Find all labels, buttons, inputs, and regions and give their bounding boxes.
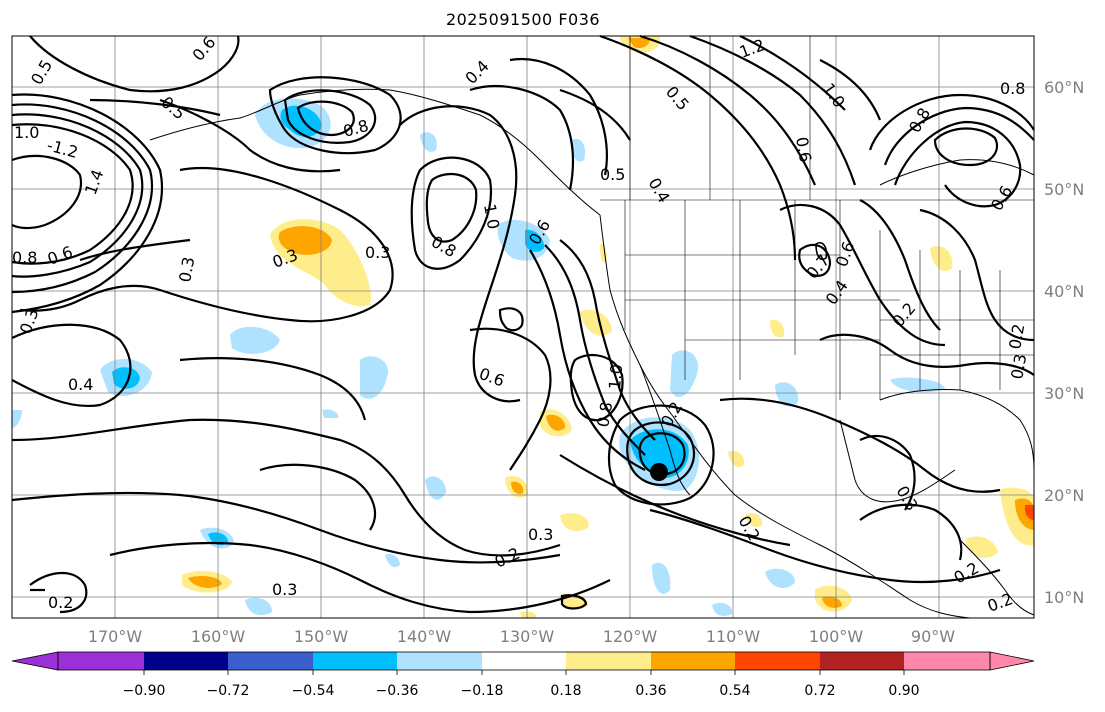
shade-lb18 (728, 450, 745, 468)
shade-lb17 (385, 554, 400, 568)
contour-label: 1.0 (14, 123, 39, 142)
contour-label: 0.2 (48, 593, 73, 612)
lon-tick-label: 120°W (603, 627, 658, 646)
colorbar-tick-label: 0.54 (719, 683, 750, 699)
colorbar-segment (228, 652, 313, 670)
colorbar-segment (313, 652, 397, 670)
colorbar-segment (397, 652, 482, 670)
contour-label: 0.5 (600, 165, 625, 184)
contour-label: 1.0 (605, 363, 626, 390)
colorbar-segment (482, 652, 566, 670)
shade-lb7 (670, 350, 699, 398)
colorbar-frame (57, 651, 991, 671)
colorbar-segment (820, 652, 904, 670)
contour-label: 0.3 (528, 525, 553, 544)
contour-label: 0.8 (593, 400, 616, 428)
colorbar-tick-label: 0.90 (888, 683, 919, 699)
shade-o1 (546, 414, 566, 431)
shade-lb16 (12, 410, 22, 428)
shade-lb14 (775, 382, 799, 407)
shade-lb1 (230, 326, 280, 354)
colorbar-segment (566, 652, 651, 670)
contour-label: 0.3 (365, 243, 390, 262)
shade-y2 (580, 309, 612, 336)
lat-tick-label: 60°N (1044, 78, 1084, 97)
colorbar-tick-label: 0.72 (804, 683, 835, 699)
lon-tick-label: 110°W (706, 627, 761, 646)
lat-tick-label: 40°N (1044, 282, 1084, 301)
shade-b4 (525, 229, 545, 252)
colorbar-segment (904, 652, 990, 670)
contour-label: 0.2 (1005, 322, 1028, 350)
contour-label: 0.3 (272, 580, 297, 599)
colorbar-tick-label: 0.36 (635, 683, 666, 699)
lon-tick-label: 170°W (88, 627, 143, 646)
shade-y4 (560, 513, 589, 532)
map-panel: 0.5 0.6 0.5 1.0 -1.2 1.4 0.8 0.6 0.3 0.3… (11, 33, 1035, 619)
contour-label: 0.8 (12, 248, 37, 267)
shade-o9 (628, 38, 650, 48)
shade-o12 (1024, 505, 1034, 520)
shade-lb10 (245, 597, 272, 616)
map-frame (11, 35, 1035, 619)
shade-lb15 (890, 377, 945, 393)
colorbar-ticks (143, 670, 905, 675)
contour-label: 0.8 (1000, 79, 1025, 98)
colorbar-tick-label: −0.36 (376, 683, 419, 699)
shade-lb12 (765, 568, 795, 588)
shade-lb13 (712, 602, 733, 616)
lat-tick-label: 30°N (1044, 384, 1084, 403)
contour-label: 0.6 (792, 135, 815, 163)
lon-tick-label: 90°W (911, 627, 955, 646)
contour-label: 0.4 (68, 375, 93, 394)
shade-lb6 (571, 138, 586, 162)
shade-o6 (822, 596, 842, 608)
colorbar-tick-label: −0.90 (123, 683, 166, 699)
lon-tick-label: 150°W (294, 627, 349, 646)
latitude-axis: 60°N 50°N 40°N 30°N 20°N 10°N (1044, 78, 1084, 607)
shade-pacific-orange (278, 226, 332, 255)
lat-tick-label: 50°N (1044, 180, 1084, 199)
longitude-axis: 170°W 160°W 150°W 140°W 130°W 120°W 110°… (88, 627, 955, 646)
shade-y7 (930, 246, 953, 271)
lon-tick-label: 160°W (191, 627, 246, 646)
lon-tick-label: 140°W (397, 627, 452, 646)
shade-o3 (511, 481, 524, 494)
colorbar-max-extend (989, 651, 1035, 671)
colorbar-segment (144, 652, 228, 670)
contour-label: 1.0 (480, 202, 503, 230)
colorbar-segment (735, 652, 820, 670)
storm-center-marker (650, 463, 668, 481)
colorbar-tick-label: −0.18 (461, 683, 504, 699)
colorbar-tick-label: 0.18 (550, 683, 581, 699)
shade-y10 (965, 536, 998, 558)
shade-b2 (112, 367, 140, 389)
map-title: 2025091500 F036 (445, 10, 601, 29)
colorbar-tick-label: −0.54 (292, 683, 335, 699)
colorbar-segment (58, 652, 144, 670)
colorbar-tick-label: −0.72 (207, 683, 250, 699)
contour-label: 0.3 (1007, 352, 1030, 380)
lon-tick-label: 100°W (809, 627, 864, 646)
colorbar: −0.90 −0.72 −0.54 −0.36 −0.18 0.18 0.36 … (11, 651, 1035, 699)
shade-lb3 (360, 356, 388, 399)
shade-lb8 (425, 476, 446, 500)
shade-y8 (770, 319, 785, 338)
shade-y13 (745, 513, 763, 528)
lat-tick-label: 20°N (1044, 486, 1084, 505)
colorbar-segment (651, 652, 735, 670)
shade-o5 (188, 576, 222, 588)
shade-y15 (520, 611, 537, 618)
shade-lb19 (322, 409, 339, 418)
lon-tick-label: 130°W (500, 627, 555, 646)
contour-label: 0.3 (175, 255, 198, 283)
contour-lines (11, 34, 1035, 614)
shade-lb11 (652, 562, 671, 594)
lat-tick-label: 10°N (1044, 588, 1084, 607)
colorbar-min-extend (11, 651, 59, 671)
